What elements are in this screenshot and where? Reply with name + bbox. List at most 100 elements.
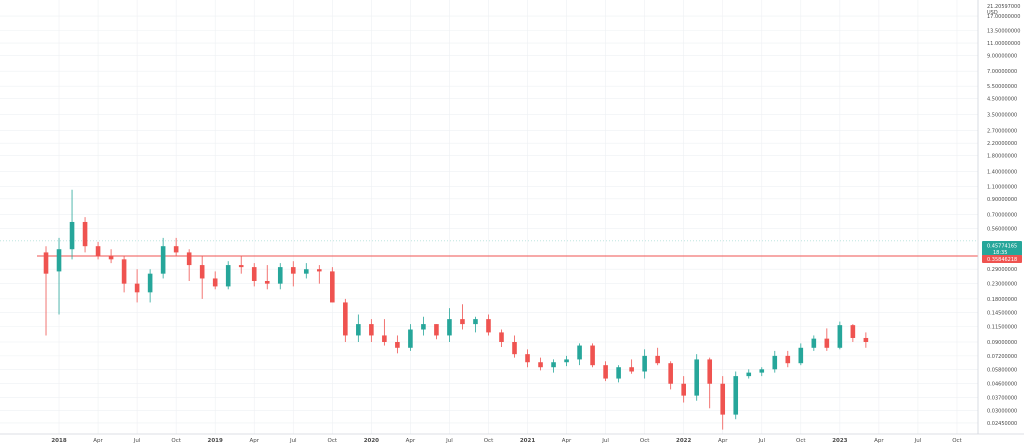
candle-body-60 bbox=[824, 338, 830, 348]
candle-body-0 bbox=[43, 252, 49, 274]
candle-body-50 bbox=[694, 359, 699, 396]
time-tick-label-1: Apr bbox=[93, 438, 103, 444]
candle-body-46 bbox=[642, 355, 647, 372]
candle-body-40 bbox=[564, 359, 569, 363]
price-tick-label-15: 0.56000000 bbox=[987, 226, 1017, 232]
candle-body-11 bbox=[186, 252, 192, 266]
candle-body-52 bbox=[720, 383, 726, 415]
candle-body-55 bbox=[759, 369, 765, 373]
time-tick-label-2: Jul bbox=[133, 438, 141, 444]
candle-body-58 bbox=[798, 347, 804, 364]
candle-body-32 bbox=[460, 319, 465, 325]
candle-body-23 bbox=[343, 302, 348, 336]
candle-body-5 bbox=[108, 255, 114, 260]
time-tick-label-3: Oct bbox=[171, 438, 181, 444]
candle-body-48 bbox=[668, 363, 673, 384]
candle-body-20 bbox=[303, 269, 309, 274]
price-tick-label-14: 0.70000000 bbox=[987, 212, 1017, 218]
candle-body-6 bbox=[121, 259, 127, 284]
price-tick-label-9: 2.20000000 bbox=[987, 141, 1017, 147]
candle-body-9 bbox=[160, 246, 166, 274]
price-tick-label-16: 0.29000000 bbox=[987, 267, 1017, 273]
price-tick-label-0: 17.00000000 bbox=[987, 14, 1020, 20]
time-tick-label-18: Jul bbox=[757, 438, 765, 444]
time-tick-label-6: Jul bbox=[289, 438, 297, 444]
price-badges: 0.45774165 18:35 0.35846218 bbox=[982, 241, 1022, 263]
price-tick-label-26: 0.03000000 bbox=[987, 408, 1017, 414]
candle-body-22 bbox=[330, 271, 335, 303]
time-tick-label-11: Oct bbox=[484, 438, 494, 444]
price-tick-label-8: 2.70000000 bbox=[987, 128, 1017, 134]
candle-body-59 bbox=[811, 338, 817, 348]
price-tick-label-22: 0.07200000 bbox=[987, 354, 1017, 360]
time-tick-label-14: Jul bbox=[601, 438, 609, 444]
price-tick-label-19: 0.14500000 bbox=[987, 310, 1017, 316]
price-tick-label-20: 0.11500000 bbox=[987, 325, 1017, 331]
candle-body-3 bbox=[82, 221, 88, 247]
candle-body-61 bbox=[837, 325, 843, 348]
time-tick-label-10: Jul bbox=[445, 438, 453, 444]
candles-layer bbox=[43, 189, 869, 430]
candle-body-2 bbox=[69, 221, 75, 250]
price-tick-label-5: 5.50000000 bbox=[987, 84, 1017, 90]
price-axis-labels[interactable]: 21.20597000 USD 17.00000000 13.50000000 11… bbox=[987, 4, 1020, 427]
candle-body-13 bbox=[212, 278, 218, 287]
candle-body-49 bbox=[681, 383, 686, 396]
candle-body-29 bbox=[421, 324, 426, 330]
price-tick-label-3: 9.00000000 bbox=[987, 54, 1017, 60]
candle-body-37 bbox=[525, 354, 530, 363]
time-tick-label-0: 2018 bbox=[51, 438, 66, 444]
price-tick-label-23: 0.05800000 bbox=[987, 367, 1017, 373]
time-tick-label-19: Oct bbox=[796, 438, 806, 444]
candle-body-17 bbox=[264, 280, 270, 284]
price-tick-label-4: 7.00000000 bbox=[987, 69, 1017, 75]
candle-body-36 bbox=[512, 341, 517, 355]
time-tick-label-20: 2023 bbox=[832, 438, 847, 444]
candle-body-34 bbox=[486, 319, 491, 333]
price-tick-label-6: 4.50000000 bbox=[987, 97, 1017, 103]
currency-label: USD bbox=[987, 10, 998, 16]
candle-body-19 bbox=[290, 267, 296, 274]
price-tick-label-27: 0.02450000 bbox=[987, 421, 1017, 427]
candle-body-42 bbox=[590, 345, 595, 366]
candle-body-45 bbox=[629, 367, 634, 372]
candle-body-30 bbox=[434, 324, 439, 336]
candle-body-63 bbox=[863, 337, 869, 342]
candle-body-1 bbox=[56, 249, 62, 272]
candle-body-62 bbox=[850, 325, 856, 338]
candle-body-38 bbox=[538, 362, 543, 368]
time-tick-label-9: Apr bbox=[406, 438, 416, 444]
candle-body-25 bbox=[369, 324, 374, 336]
time-tick-label-16: 2022 bbox=[676, 438, 691, 444]
candle-body-8 bbox=[147, 273, 153, 293]
time-tick-label-23: Oct bbox=[952, 438, 962, 444]
candle-body-53 bbox=[733, 376, 739, 415]
candle-body-43 bbox=[603, 365, 608, 379]
grid-lines bbox=[0, 0, 978, 434]
price-tick-label-17: 0.23000000 bbox=[987, 282, 1017, 288]
candle-body-24 bbox=[356, 324, 361, 336]
time-tick-label-21: Apr bbox=[874, 438, 884, 444]
time-tick-label-22: Jul bbox=[914, 438, 922, 444]
candle-body-21 bbox=[317, 269, 322, 272]
candle-body-18 bbox=[277, 267, 283, 284]
candle-body-57 bbox=[785, 355, 791, 364]
price-tick-label-12: 1.10000000 bbox=[987, 184, 1017, 190]
time-tick-label-8: 2020 bbox=[364, 438, 379, 444]
time-axis-labels[interactable]: 2018 Apr Jul Oct 2019 Apr Jul Oct 2020 Apr Jul Oct 2… bbox=[51, 438, 962, 444]
candle-body-31 bbox=[447, 319, 452, 336]
candle-body-14 bbox=[225, 265, 231, 287]
price-tick-label-21: 0.09000000 bbox=[987, 340, 1017, 346]
candle-body-26 bbox=[382, 335, 387, 342]
current-price-badge bbox=[982, 241, 1022, 256]
price-tick-label-7: 3.50000000 bbox=[987, 112, 1017, 118]
time-tick-label-17: Apr bbox=[718, 438, 728, 444]
price-tick-label-11: 1.40000000 bbox=[987, 169, 1017, 175]
candle-body-28 bbox=[408, 329, 413, 348]
candle-body-33 bbox=[473, 319, 478, 325]
current-price-label: 0.45774165 bbox=[987, 244, 1017, 250]
candle-body-4 bbox=[95, 246, 101, 256]
price-tick-label-10: 1.80000000 bbox=[987, 154, 1017, 160]
